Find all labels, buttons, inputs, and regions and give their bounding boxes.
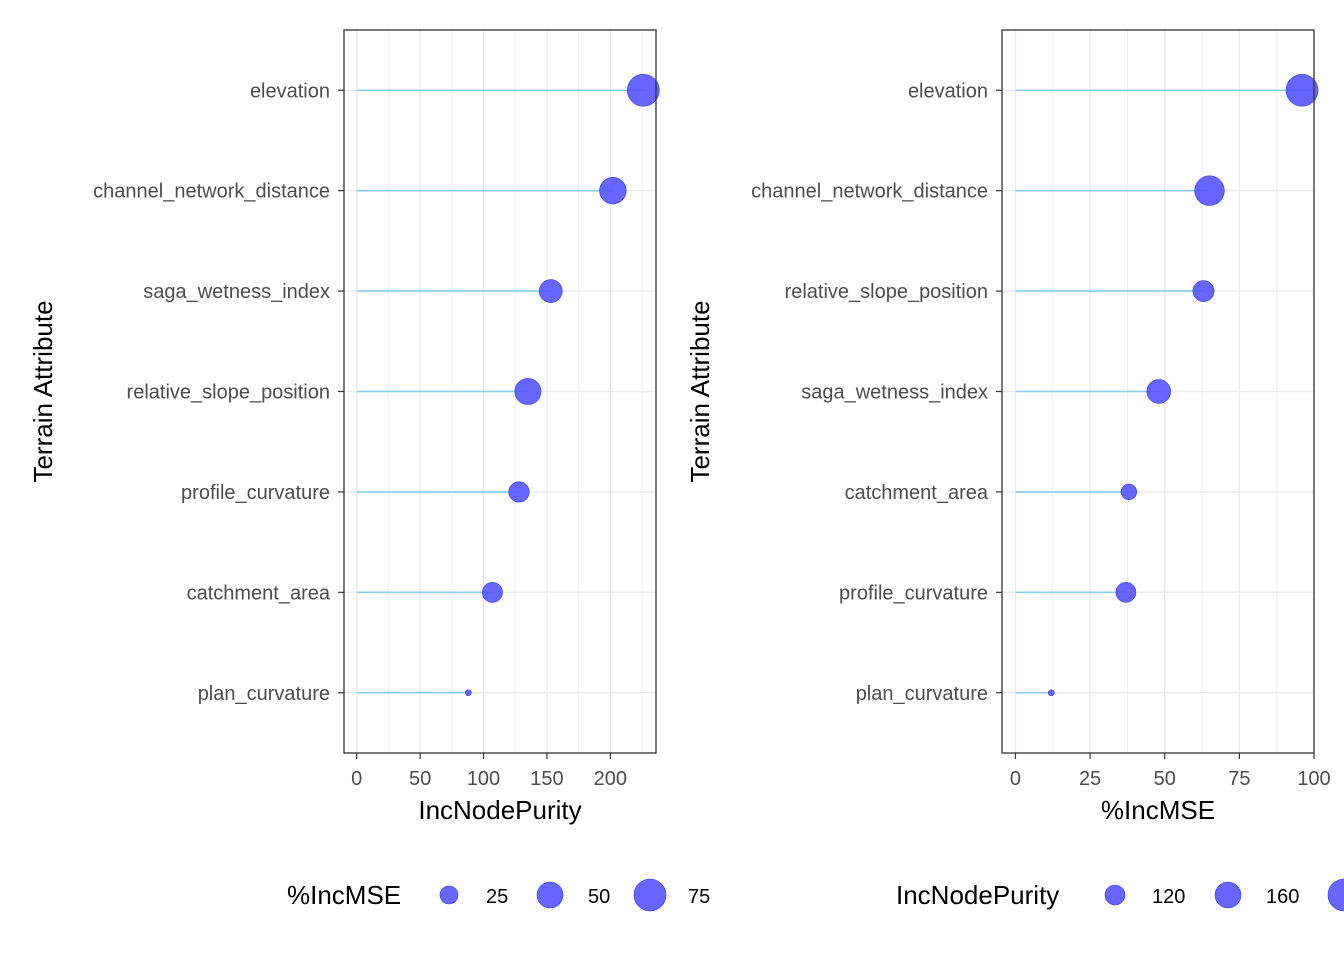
lollipop-point bbox=[514, 378, 542, 405]
legend-title: %IncMSE bbox=[287, 880, 401, 910]
lollipop-point bbox=[1115, 582, 1137, 603]
y-tick-label: elevation bbox=[908, 80, 988, 102]
lollipop-point bbox=[1120, 483, 1138, 501]
x-tick-label: 100 bbox=[1297, 768, 1330, 790]
y-tick-label: catchment_area bbox=[187, 582, 331, 604]
lollipop-point bbox=[1285, 73, 1319, 107]
y-tick-label: saga_wetness_index bbox=[801, 382, 988, 404]
legend-label: 120 bbox=[1152, 886, 1185, 908]
lollipop-point bbox=[464, 689, 472, 697]
lollipop-point bbox=[538, 279, 563, 303]
legend-key-point bbox=[1214, 881, 1242, 909]
x-tick-label: 100 bbox=[467, 768, 500, 790]
x-axis-title: IncNodePurity bbox=[418, 795, 581, 825]
x-tick-label: 0 bbox=[351, 768, 362, 790]
x-tick-label: 50 bbox=[409, 768, 431, 790]
x-tick-label: 150 bbox=[530, 768, 563, 790]
y-tick-label: elevation bbox=[250, 80, 330, 102]
legend-key-point bbox=[1104, 884, 1126, 906]
x-tick-label: 0 bbox=[1010, 768, 1021, 790]
legend-label: 25 bbox=[486, 886, 508, 908]
legend-key-point bbox=[439, 885, 459, 905]
y-tick-label: profile_curvature bbox=[839, 582, 988, 604]
y-tick-label: plan_curvature bbox=[198, 683, 330, 705]
y-tick-label: channel_network_distance bbox=[751, 181, 988, 203]
y-tick-label: profile_curvature bbox=[181, 482, 330, 504]
y-tick-label: plan_curvature bbox=[856, 683, 988, 705]
lollipop-point bbox=[481, 581, 503, 603]
y-tick-label: relative_slope_position bbox=[127, 382, 330, 404]
x-tick-label: 50 bbox=[1154, 768, 1176, 790]
x-tick-label: 200 bbox=[594, 768, 627, 790]
legend-key-point bbox=[536, 881, 564, 909]
legend-label: 75 bbox=[688, 886, 710, 908]
lollipop-point bbox=[1194, 175, 1225, 206]
legend-key-point bbox=[633, 878, 667, 912]
y-axis-title: Terrain Attribute bbox=[28, 300, 58, 482]
x-axis-title: %IncMSE bbox=[1101, 795, 1215, 825]
lollipop-point bbox=[508, 481, 530, 503]
y-axis-title: Terrain Attribute bbox=[685, 300, 715, 482]
lollipop-point bbox=[1146, 379, 1171, 404]
legend-key-point bbox=[1327, 878, 1344, 912]
legend-label: 50 bbox=[588, 886, 610, 908]
y-tick-label: saga_wetness_index bbox=[143, 281, 330, 303]
y-tick-label: catchment_area bbox=[845, 482, 989, 504]
x-tick-label: 25 bbox=[1079, 768, 1101, 790]
lollipop-point bbox=[599, 177, 627, 205]
x-tick-label: 75 bbox=[1228, 768, 1250, 790]
lollipop-point bbox=[627, 73, 660, 107]
legend-label: 160 bbox=[1266, 886, 1299, 908]
y-tick-label: channel_network_distance bbox=[93, 181, 330, 203]
y-tick-label: relative_slope_position bbox=[785, 281, 988, 303]
lollipop-point bbox=[1047, 689, 1055, 697]
legend-title: IncNodePurity bbox=[896, 880, 1059, 910]
lollipop-point bbox=[1192, 280, 1215, 302]
